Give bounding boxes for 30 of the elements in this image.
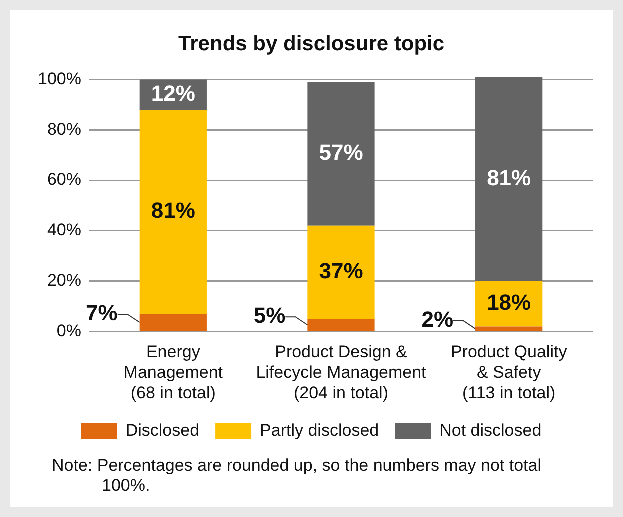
bar	[308, 319, 375, 332]
bar	[308, 82, 375, 226]
data-label: 12%	[151, 80, 196, 106]
bar	[140, 314, 207, 332]
data-label: 81%	[151, 198, 196, 224]
data-label: 5%	[254, 303, 286, 328]
x-tick-label: Product Design & Lifecycle Management (204 in total)	[256, 342, 427, 402]
data-label: 18%	[487, 290, 532, 316]
y-tick-label: 60%	[47, 170, 82, 190]
data-label: 2%	[422, 306, 454, 332]
bar	[476, 77, 543, 282]
data-label: 57%	[319, 140, 364, 166]
y-tick-label: 20%	[47, 271, 82, 290]
y-tick-label: 100%	[38, 69, 82, 88]
legend-label: Disclosed	[126, 421, 200, 440]
data-label: 7%	[86, 300, 118, 326]
x-tick-label: Product Quality & Safety (113 in total)	[450, 342, 568, 402]
bar	[308, 226, 375, 320]
legend-label: Partly disclosed	[260, 421, 380, 440]
legend-label: Not disclosed	[440, 421, 542, 440]
bar	[476, 326, 543, 332]
y-tick-label: 80%	[47, 120, 82, 139]
y-tick-label: 40%	[47, 220, 82, 240]
data-label: 37%	[319, 258, 364, 284]
chart-title: Trends by disclosure topic	[178, 32, 445, 56]
x-tick-label: Energy Management (68 in total)	[124, 342, 224, 402]
bar	[140, 110, 207, 314]
data-label: 81%	[487, 165, 532, 190]
text: Note: Percentages are rounded up, so the numbers may not total 100%.	[52, 456, 543, 496]
y-tick-label: 0%	[56, 321, 82, 340]
